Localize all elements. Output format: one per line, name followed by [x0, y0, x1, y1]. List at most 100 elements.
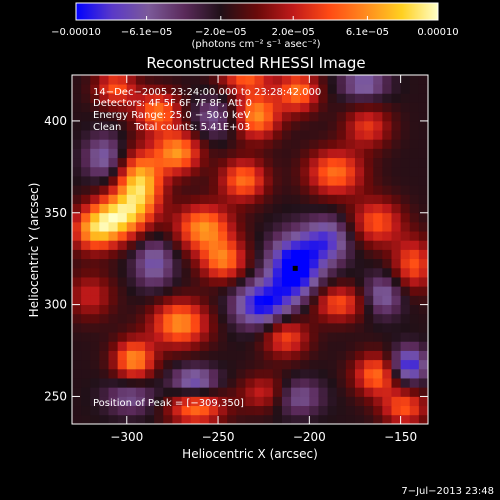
heatmap-cell: [345, 286, 356, 296]
heatmap-cell: [117, 185, 128, 195]
heatmap-cell: [126, 396, 137, 407]
heatmap-cell: [190, 231, 201, 241]
heatmap-cell: [218, 130, 228, 140]
x-tick-label: −150: [384, 430, 417, 444]
heatmap-cell: [300, 341, 310, 351]
heatmap-cell: [145, 166, 155, 177]
heatmap-cell: [190, 368, 201, 379]
heatmap-cell: [90, 396, 100, 407]
heatmap-cell: [281, 102, 292, 113]
heatmap-cell: [135, 258, 146, 269]
heatmap-cell: [409, 203, 420, 214]
heatmap-cell: [354, 267, 365, 278]
heatmap-cell: [154, 130, 164, 140]
heatmap-cell: [373, 341, 383, 351]
heatmap-cell: [391, 130, 402, 140]
heatmap-cell: [245, 111, 255, 122]
heatmap-cell: [126, 166, 137, 177]
heatmap-cell: [272, 75, 283, 85]
heatmap-cell: [99, 322, 109, 333]
heatmap-cell: [263, 93, 274, 103]
heatmap-cell: [272, 148, 283, 159]
heatmap-cell: [364, 322, 374, 333]
heatmap-cell: [382, 378, 392, 388]
heatmap-cell: [172, 387, 182, 397]
heatmap-cell: [218, 332, 228, 342]
heatmap-cell: [199, 414, 210, 424]
heatmap-cell: [263, 212, 274, 223]
heatmap-cell: [190, 120, 201, 131]
heatmap-cell: [336, 130, 347, 140]
heatmap-cell: [418, 387, 428, 397]
heatmap-cell: [400, 111, 411, 122]
heatmap-cell: [245, 332, 255, 342]
heatmap-cell: [272, 240, 283, 250]
heatmap-cell: [90, 368, 100, 379]
heatmap-cell: [318, 286, 328, 296]
heatmap-cell: [145, 387, 155, 397]
heatmap-cell: [90, 267, 100, 278]
heatmap-cell: [345, 231, 356, 241]
heatmap-cell: [354, 221, 365, 232]
heatmap-cell: [318, 221, 328, 232]
heatmap-cell: [154, 93, 164, 103]
heatmap-cell: [72, 350, 82, 361]
heatmap-cell: [254, 286, 265, 296]
heatmap-cell: [135, 295, 146, 305]
heatmap-cell: [72, 130, 82, 140]
heatmap-cell: [327, 350, 338, 361]
heatmap-cell: [281, 93, 292, 103]
colorbar-tick-label: −0.00010: [51, 27, 101, 38]
heatmap-cell: [208, 304, 219, 315]
heatmap-cell: [199, 148, 210, 159]
heatmap-cell: [99, 258, 109, 269]
heatmap-cell: [373, 185, 383, 195]
heatmap-cell: [117, 139, 128, 149]
heatmap-cell: [391, 102, 402, 113]
heatmap-cell: [409, 258, 420, 269]
heatmap-cell: [181, 166, 192, 177]
heatmap-cell: [99, 368, 109, 379]
heatmap-cell: [72, 396, 82, 407]
heatmap-cell: [227, 304, 237, 315]
heatmap-cell: [309, 111, 319, 122]
heatmap-cell: [400, 84, 411, 94]
heatmap-cell: [126, 111, 137, 122]
heatmap-cell: [300, 148, 310, 159]
footer-date: 7−Jul−2013 23:48: [401, 486, 494, 497]
heatmap-cell: [309, 277, 319, 287]
heatmap-cell: [199, 258, 210, 269]
heatmap-cell: [300, 368, 310, 379]
heatmap-cell: [81, 295, 91, 305]
heatmap-cell: [218, 313, 228, 324]
heatmap-cell: [391, 295, 402, 305]
heatmap-cell: [291, 139, 301, 149]
heatmap-cell: [90, 203, 100, 214]
heatmap-cell: [81, 332, 91, 342]
chart-title: Reconstructed RHESSI Image: [146, 54, 365, 72]
heatmap-cell: [373, 249, 383, 260]
heatmap-cell: [327, 221, 338, 232]
heatmap-cell: [81, 176, 91, 186]
heatmap-cell: [291, 267, 301, 278]
heatmap-cell: [373, 194, 383, 204]
heatmap-cell: [245, 350, 255, 361]
heatmap-cell: [391, 368, 402, 379]
heatmap-cell: [126, 414, 137, 424]
heatmap-cell: [409, 350, 420, 361]
heatmap-cell: [318, 313, 328, 324]
heatmap-cell: [391, 157, 402, 168]
heatmap-cell: [163, 267, 173, 278]
heatmap-cell: [281, 267, 292, 278]
heatmap-cell: [227, 405, 237, 416]
heatmap-cell: [418, 405, 428, 416]
heatmap-cell: [181, 341, 192, 351]
heatmap-cell: [281, 120, 292, 131]
heatmap-cell: [327, 249, 338, 260]
heatmap-cell: [309, 84, 319, 94]
heatmap-cell: [99, 304, 109, 315]
heatmap-cell: [72, 157, 82, 168]
heatmap-cell: [218, 176, 228, 186]
heatmap-cell: [135, 194, 146, 204]
heatmap-cell: [382, 166, 392, 177]
